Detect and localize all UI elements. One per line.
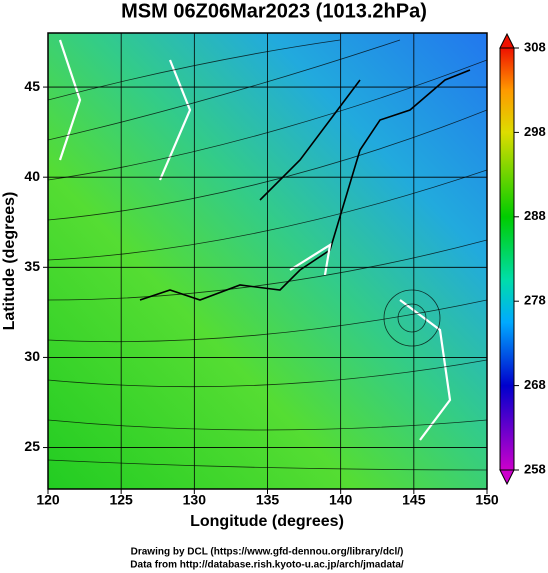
x-tick-label: 145 bbox=[402, 492, 426, 508]
x-tick-label: 135 bbox=[256, 492, 280, 508]
y-tick-label: 35 bbox=[24, 258, 40, 274]
x-axis-label: Longitude (degrees) bbox=[190, 513, 344, 530]
colorbar-tick-label: 278 bbox=[524, 293, 546, 308]
colorbar-tick-label: 288 bbox=[524, 208, 546, 223]
streamlines bbox=[48, 39, 487, 471]
plot-frame bbox=[47, 32, 488, 490]
x-tick-label: 125 bbox=[109, 492, 133, 508]
x-tick-label: 150 bbox=[475, 492, 499, 508]
grid bbox=[43, 33, 488, 494]
colorbar-tick-label: 308 bbox=[524, 39, 546, 54]
colorbar-top-extension bbox=[499, 32, 515, 49]
colorbar-tick-label: 298 bbox=[524, 124, 546, 139]
credit: Data from http://database.rish.kyoto-u.a… bbox=[130, 560, 404, 571]
credit: Drawing by DCL (https://www.gfd-dennou.o… bbox=[131, 547, 404, 558]
title: MSM 06Z06Mar2023 (1013.2hPa) bbox=[121, 0, 427, 22]
colorbar-bottom-extension bbox=[499, 469, 515, 486]
x-tick-label: 120 bbox=[36, 492, 60, 508]
y-tick-label: 25 bbox=[24, 438, 40, 454]
x-tick-label: 130 bbox=[183, 492, 207, 508]
y-tick-label: 30 bbox=[24, 348, 40, 364]
colorbar-tick-label: 258 bbox=[524, 461, 546, 476]
contour bbox=[58, 39, 452, 441]
y-tick-label: 45 bbox=[24, 78, 40, 94]
colorbar-tick-label: 268 bbox=[524, 377, 546, 392]
y-axis-label: Latitude (degrees) bbox=[1, 192, 18, 331]
y-tick-label: 40 bbox=[24, 168, 40, 184]
colorbar: 258 268 278 288 298 308 bbox=[499, 32, 546, 486]
colorbar-body bbox=[499, 47, 515, 471]
x-tick-label: 140 bbox=[329, 492, 353, 508]
